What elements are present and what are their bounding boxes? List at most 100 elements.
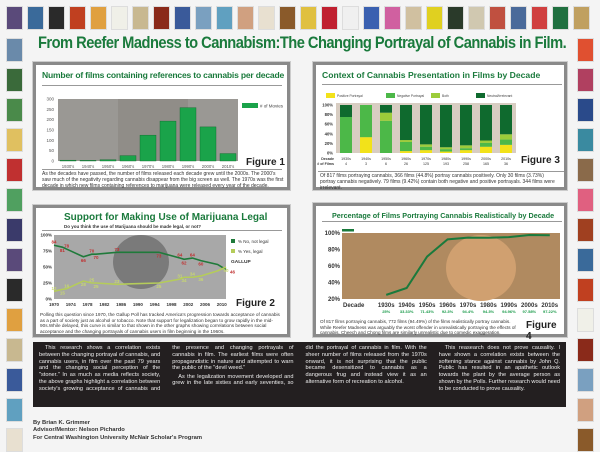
x-tick-label: 1990's [182, 164, 195, 169]
data-label: 64 [177, 253, 183, 258]
data-label: 50 [223, 268, 229, 273]
figure2-title: Support for Making Use of Marijuana Lega… [64, 212, 268, 223]
body-paragraph: As the legalization movement developed a… [172, 345, 427, 387]
stacked-bar-segment [420, 105, 432, 145]
x-tick-label: 1982 [99, 302, 110, 307]
x-tick-label: 1950s [419, 303, 436, 309]
figure3-label: Figure 3 [521, 155, 560, 166]
data-label: 34 [190, 272, 196, 277]
y-tick-label: 40% [325, 131, 334, 136]
stacked-bar-segment [460, 105, 472, 146]
series-line [53, 244, 227, 271]
x-tick-label: 1940s [361, 157, 371, 161]
figure3-panel: Context of Cannabis Presentation in Film… [312, 61, 568, 191]
data-label: 25 [89, 278, 95, 283]
movie-poster [577, 398, 594, 422]
x-tick-label: 1930s [341, 157, 351, 161]
y-tick-label: 100% [325, 231, 341, 237]
data-label: 33.33% [400, 309, 414, 314]
stacked-bar-segment [440, 149, 452, 152]
movie-poster [489, 6, 506, 30]
stacked-bar-segment [380, 112, 392, 121]
legend-swatch [242, 103, 258, 108]
data-label: 78 [64, 244, 70, 249]
stacked-bar-segment [460, 150, 472, 153]
figure4-panel: Percentage of Films Portraying Cannabis … [312, 202, 568, 342]
y-tick-label: 80% [328, 248, 341, 254]
x-tick-label: 1970's [142, 164, 155, 169]
data-label: 94.96% [502, 309, 516, 314]
movie-poster [426, 6, 443, 30]
data-label: 84 [51, 240, 57, 245]
figure1-label: Figure 1 [246, 157, 285, 168]
figure1-panel: Number of films containing references to… [32, 61, 291, 191]
movie-poster [6, 248, 23, 272]
legend-label: Negative Portrayal [397, 94, 424, 98]
legend-label: Positive Portrayal [337, 94, 363, 98]
data-label: 66 [81, 258, 87, 263]
legend-swatch [431, 93, 440, 98]
movie-poster [6, 278, 23, 302]
x-tick-label: 1980s [480, 303, 497, 309]
y-tick-label: 60% [328, 264, 341, 270]
movie-poster [6, 308, 23, 332]
chart-background-photo-face [446, 235, 516, 301]
bar [219, 153, 237, 162]
movie-poster [6, 68, 23, 92]
data-label: 94.3% [483, 309, 495, 314]
row-label: Decade [321, 157, 334, 161]
y-tick-label: 200 [46, 117, 54, 122]
stacked-bar-segment [460, 145, 472, 149]
movie-poster [6, 6, 23, 30]
figure3-title: Context of Cannabis Presentation in Film… [322, 70, 541, 80]
movie-poster [300, 6, 317, 30]
figure2-chart: 0% 25% 50% 75% 100% 1970 1974 1978 1982 1986 1990 1… [40, 233, 269, 308]
figure2-subtitle: Do you think the use of Marijuana should… [64, 224, 202, 229]
movie-poster [577, 158, 594, 182]
stacked-bar-segment [380, 120, 392, 153]
x-tick-label: 1960s [439, 303, 456, 309]
data-label: 36 [198, 277, 204, 282]
data-label: 94.4% [462, 309, 474, 314]
x-tick-label: 2010s [501, 157, 511, 161]
figure4-caption: Of 817 films portraying cannabis, 772 fi… [320, 319, 516, 335]
bar [199, 126, 217, 162]
legend-label: % No, not legal [238, 239, 269, 244]
stacked-bar-segment [420, 146, 432, 151]
data-label: 60 [198, 262, 204, 267]
movie-poster [577, 68, 594, 92]
data-label: 31 [177, 274, 183, 279]
bar [179, 107, 197, 162]
figure1-title: Number of films containing references to… [42, 70, 285, 80]
bar [59, 159, 77, 162]
movie-poster [573, 6, 590, 30]
y-tick-label: 75% [43, 249, 52, 254]
stacked-bar-segment [380, 105, 392, 113]
x-tick-label: 1986 [116, 302, 127, 307]
y-tick-label: 0% [327, 151, 333, 156]
movie-poster [6, 398, 23, 422]
figure4-label: Figure 4 [526, 320, 557, 342]
stacked-bar-segment [400, 151, 412, 153]
bar [79, 160, 97, 162]
credits: By Brian K. Grimmer Advisor/Mentor: Nels… [33, 420, 202, 442]
movie-poster [321, 6, 338, 30]
x-tick-label: 1940s [398, 303, 415, 309]
chart-background-photo-face [113, 235, 169, 289]
legend-swatch [231, 239, 235, 243]
figure1-caption: As the decades have passed, the number o… [42, 171, 284, 189]
y-tick-label: 60% [325, 122, 334, 127]
film-count: 3 [365, 162, 367, 166]
x-tick-label: 1950's [102, 164, 115, 169]
series-line [53, 266, 227, 293]
series-line [385, 233, 550, 296]
stacked-bar-segment [420, 150, 432, 153]
stacked-bar-segment [400, 141, 412, 152]
x-tick-label: 1970 [49, 302, 60, 307]
film-count: 193 [443, 162, 449, 166]
data-label: 97.58% [523, 309, 537, 314]
x-tick-label: 2010s [541, 303, 558, 309]
film-count: 26 [404, 162, 408, 166]
x-tick-label: 1940's [82, 164, 95, 169]
